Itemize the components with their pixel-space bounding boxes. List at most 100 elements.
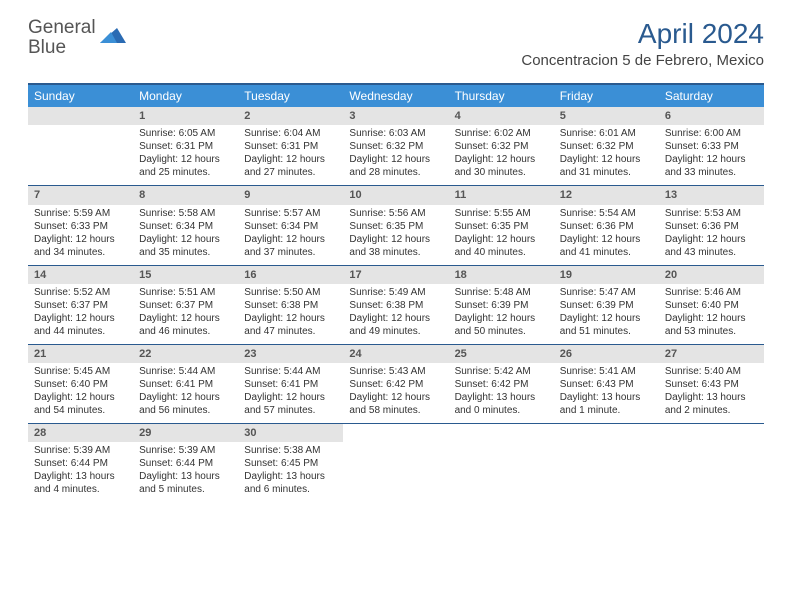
sunset-line: Sunset: 6:45 PM [244, 457, 337, 470]
day-number: 20 [659, 266, 764, 284]
day-content: Sunrise: 5:47 AMSunset: 6:39 PMDaylight:… [554, 284, 659, 344]
day-number: 18 [449, 266, 554, 284]
daylight-line: Daylight: 12 hours and 40 minutes. [455, 233, 548, 259]
day-number: 2 [238, 107, 343, 125]
week-row: 7Sunrise: 5:59 AMSunset: 6:33 PMDaylight… [28, 186, 764, 265]
sunset-line: Sunset: 6:36 PM [665, 220, 758, 233]
sunrise-line: Sunrise: 5:39 AM [34, 444, 127, 457]
day-number: 30 [238, 424, 343, 442]
sunrise-line: Sunrise: 5:49 AM [349, 286, 442, 299]
weekday-header: Thursday [449, 85, 554, 107]
title-block: April 2024 Concentracion 5 de Febrero, M… [521, 18, 764, 69]
location-subtitle: Concentracion 5 de Febrero, Mexico [521, 52, 764, 69]
day-cell: 23Sunrise: 5:44 AMSunset: 6:41 PMDayligh… [238, 345, 343, 423]
day-cell: 10Sunrise: 5:56 AMSunset: 6:35 PMDayligh… [343, 186, 448, 264]
sunrise-line: Sunrise: 6:01 AM [560, 127, 653, 140]
brand-logo: General Blue [28, 18, 126, 58]
header: General Blue April 2024 Concentracion 5 … [0, 0, 792, 73]
day-cell: 8Sunrise: 5:58 AMSunset: 6:34 PMDaylight… [133, 186, 238, 264]
daylight-line: Daylight: 12 hours and 56 minutes. [139, 391, 232, 417]
day-number: 17 [343, 266, 448, 284]
sunrise-line: Sunrise: 5:59 AM [34, 207, 127, 220]
sunrise-line: Sunrise: 5:39 AM [139, 444, 232, 457]
day-cell: 24 Sunrise: 5:43 AMSunset: 6:42 PMDayligh… [343, 345, 448, 423]
day-cell: 18Sunrise: 5:48 AMSunset: 6:39 PMDayligh… [449, 266, 554, 344]
sunset-line: Sunset: 6:42 PM [349, 378, 442, 391]
sunrise-line: Sunrise: 5:42 AM [455, 365, 548, 378]
brand-part1: General [28, 17, 96, 38]
sunrise-line: Sunrise: 5:56 AM [349, 207, 442, 220]
sunrise-line: Sunrise: 6:02 AM [455, 127, 548, 140]
day-number: 29 [133, 424, 238, 442]
sunrise-line: Sunrise: 5:58 AM [139, 207, 232, 220]
day-number [449, 424, 554, 442]
day-cell [343, 424, 448, 502]
sunset-line: Sunset: 6:42 PM [455, 378, 548, 391]
daylight-line: Daylight: 12 hours and 44 minutes. [34, 312, 127, 338]
day-number: 19 [554, 266, 659, 284]
sunrise-line: Sunrise: 5:55 AM [455, 207, 548, 220]
day-content: Sunrise: 6:00 AMSunset: 6:33 PMDaylight:… [659, 125, 764, 185]
sunrise-line: Sunrise: 5:54 AM [560, 207, 653, 220]
daylight-line: Daylight: 13 hours and 6 minutes. [244, 470, 337, 496]
day-number: 3 [343, 107, 448, 125]
daylight-line: Daylight: 12 hours and 43 minutes. [665, 233, 758, 259]
day-content [28, 125, 133, 185]
day-content: Sunrise: 5:48 AMSunset: 6:39 PMDaylight:… [449, 284, 554, 344]
daylight-line: Daylight: 12 hours and 58 minutes. [349, 391, 442, 417]
day-number [343, 424, 448, 442]
sunrise-line: Sunrise: 5:48 AM [455, 286, 548, 299]
sunset-line: Sunset: 6:36 PM [560, 220, 653, 233]
sunrise-line: Sunrise: 6:03 AM [349, 127, 442, 140]
day-cell: 25Sunrise: 5:42 AMSunset: 6:42 PMDayligh… [449, 345, 554, 423]
sunrise-line: Sunrise: 5:53 AM [665, 207, 758, 220]
day-cell: 1Sunrise: 6:05 AMSunset: 6:31 PMDaylight… [133, 107, 238, 185]
sunset-line: Sunset: 6:43 PM [665, 378, 758, 391]
day-content: Sunrise: 5:49 AMSunset: 6:38 PMDaylight:… [343, 284, 448, 344]
day-cell: 27Sunrise: 5:40 AMSunset: 6:43 PMDayligh… [659, 345, 764, 423]
day-cell: 2Sunrise: 6:04 AMSunset: 6:31 PMDaylight… [238, 107, 343, 185]
sunrise-line: Sunrise: 5:45 AM [34, 365, 127, 378]
sunset-line: Sunset: 6:40 PM [34, 378, 127, 391]
day-content [343, 442, 448, 502]
day-content: Sunrise: 5:42 AMSunset: 6:42 PMDaylight:… [449, 363, 554, 423]
daylight-line: Daylight: 12 hours and 41 minutes. [560, 233, 653, 259]
sunrise-line: Sunrise: 5:47 AM [560, 286, 653, 299]
day-number: 23 [238, 345, 343, 363]
daylight-line: Daylight: 12 hours and 50 minutes. [455, 312, 548, 338]
sunrise-line: Sunrise: 5:43 AM [349, 365, 442, 378]
day-content: Sunrise: 5:41 AMSunset: 6:43 PMDaylight:… [554, 363, 659, 423]
daylight-line: Daylight: 12 hours and 27 minutes. [244, 153, 337, 179]
day-cell: 4Sunrise: 6:02 AMSunset: 6:32 PMDaylight… [449, 107, 554, 185]
daylight-line: Daylight: 12 hours and 37 minutes. [244, 233, 337, 259]
day-number: 26 [554, 345, 659, 363]
sunset-line: Sunset: 6:38 PM [244, 299, 337, 312]
day-cell: 22Sunrise: 5:44 AMSunset: 6:41 PMDayligh… [133, 345, 238, 423]
weekday-header: Wednesday [343, 85, 448, 107]
day-cell: 14Sunrise: 5:52 AMSunset: 6:37 PMDayligh… [28, 266, 133, 344]
day-number: 1 [133, 107, 238, 125]
daylight-line: Daylight: 13 hours and 5 minutes. [139, 470, 232, 496]
day-cell [28, 107, 133, 185]
day-content: Sunrise: 5:38 AMSunset: 6:45 PMDaylight:… [238, 442, 343, 502]
day-number: 21 [28, 345, 133, 363]
day-cell: 19Sunrise: 5:47 AMSunset: 6:39 PMDayligh… [554, 266, 659, 344]
day-content: Sunrise: 6:05 AMSunset: 6:31 PMDaylight:… [133, 125, 238, 185]
day-content: Sunrise: 5:44 AMSunset: 6:41 PMDaylight:… [133, 363, 238, 423]
day-cell: 9Sunrise: 5:57 AMSunset: 6:34 PMDaylight… [238, 186, 343, 264]
sunset-line: Sunset: 6:39 PM [560, 299, 653, 312]
day-content: Sunrise: 5:53 AMSunset: 6:36 PMDaylight:… [659, 205, 764, 265]
weekday-header: Friday [554, 85, 659, 107]
daylight-line: Daylight: 12 hours and 53 minutes. [665, 312, 758, 338]
day-content: Sunrise: 6:01 AMSunset: 6:32 PMDaylight:… [554, 125, 659, 185]
weekday-header: Saturday [659, 85, 764, 107]
day-cell: 20Sunrise: 5:46 AMSunset: 6:40 PMDayligh… [659, 266, 764, 344]
daylight-line: Daylight: 12 hours and 54 minutes. [34, 391, 127, 417]
day-number: 6 [659, 107, 764, 125]
day-number: 7 [28, 186, 133, 204]
day-number: 24 [343, 345, 448, 363]
sunrise-line: Sunrise: 5:44 AM [244, 365, 337, 378]
day-cell: 30Sunrise: 5:38 AMSunset: 6:45 PMDayligh… [238, 424, 343, 502]
day-content: Sunrise: 5:51 AMSunset: 6:37 PMDaylight:… [133, 284, 238, 344]
day-content: Sunrise: 5:59 AMSunset: 6:33 PMDaylight:… [28, 205, 133, 265]
